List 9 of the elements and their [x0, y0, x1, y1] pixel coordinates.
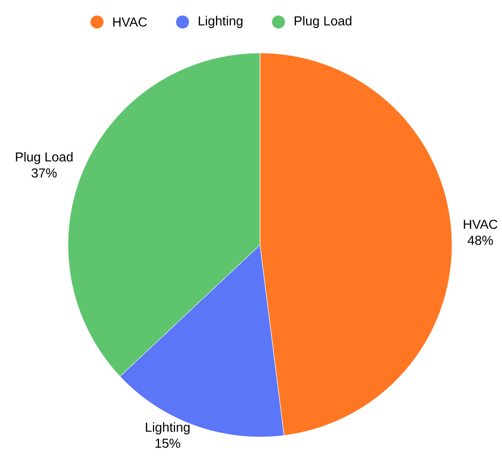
legend-label: Plug Load [294, 16, 352, 28]
legend-label: Lighting [198, 16, 242, 28]
data-label: 15% [156, 438, 180, 448]
slice-label: Plug Load [16, 152, 73, 164]
legend-label: HVAC [113, 17, 147, 27]
data-label: 37% [32, 168, 57, 178]
slice-label: HVAC [464, 220, 498, 229]
data-label: 48% [468, 236, 493, 245]
slice-label: Lighting [146, 422, 190, 434]
